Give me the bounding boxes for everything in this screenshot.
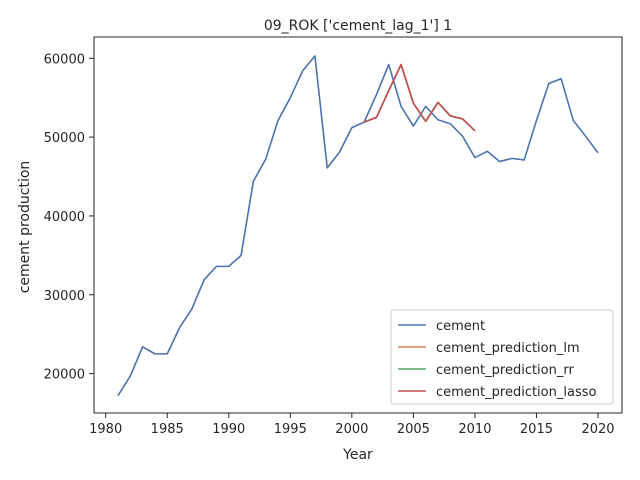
legend-label: cement xyxy=(436,319,485,334)
y-tick-label: 60000 xyxy=(44,52,85,67)
plot-area: 1980 1985 1990 1995 2000 2005 2010 2015 2020 2000… xyxy=(44,36,623,437)
y-tick-label: 30000 xyxy=(44,289,85,304)
x-tick-label: 1990 xyxy=(212,422,245,437)
series-line-cement_prediction_lasso xyxy=(363,63,476,132)
legend-box xyxy=(390,309,614,405)
x-tick-label: 2020 xyxy=(581,422,614,437)
x-tick-label: 2015 xyxy=(520,422,553,437)
legend-label: cement_prediction_lm xyxy=(436,341,580,356)
y-tick-label: 40000 xyxy=(44,210,85,225)
x-tick-label: 1985 xyxy=(151,422,184,437)
x-tick-label: 2010 xyxy=(458,422,491,437)
axes-frame xyxy=(93,36,623,414)
y-tick-label: 50000 xyxy=(44,131,85,146)
series-line-cement xyxy=(117,55,599,397)
chart-title: 09_ROK ['cement_lag_1'] 1 xyxy=(264,18,452,34)
y-tick-label: 20000 xyxy=(44,368,85,383)
x-tick-label: 2005 xyxy=(397,422,430,437)
x-tick-label: 2000 xyxy=(335,422,368,437)
legend-label: cement_prediction_lasso xyxy=(436,385,596,400)
x-tick-label: 1995 xyxy=(274,422,307,437)
y-axis-label: cement production xyxy=(17,161,33,294)
legend-label: cement_prediction_rr xyxy=(436,363,574,378)
x-axis-label: Year xyxy=(342,447,373,463)
x-tick-label: 1980 xyxy=(89,422,122,437)
legend: cement cement_prediction_lm cement_predict… xyxy=(390,309,614,405)
